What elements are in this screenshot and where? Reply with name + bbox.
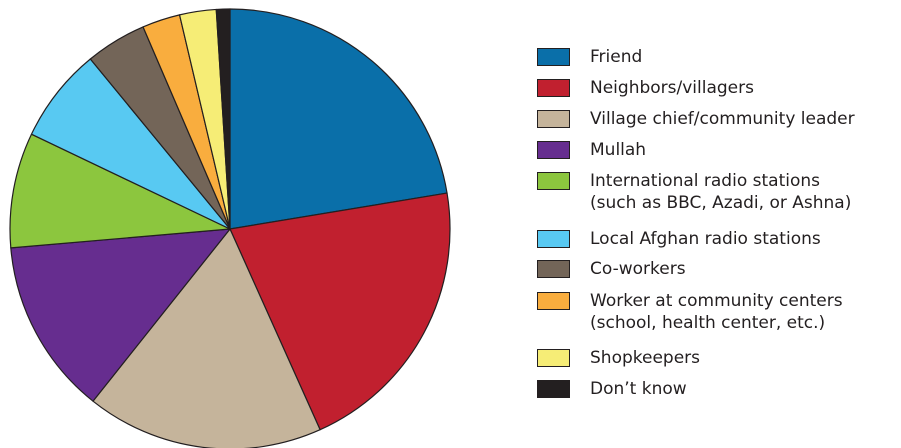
legend-swatch-neighbors-villagers xyxy=(537,79,570,97)
legend-label-international-radio: International radio stations (such as BB… xyxy=(590,171,852,213)
legend-swatch-village-chief xyxy=(537,110,570,128)
legend-label-dont-know: Don’t know xyxy=(590,379,687,399)
pie-slice-mullah xyxy=(10,228,231,402)
legend-label-shopkeepers: Shopkeepers xyxy=(590,348,701,368)
pie-slice-international-radio xyxy=(9,133,231,249)
legend-label-mullah: Mullah xyxy=(590,140,647,160)
pie-slice-neighbors-villagers xyxy=(229,192,451,431)
legend-label-village-chief: Village chief/community leader xyxy=(590,109,855,129)
legend-swatch-international-radio xyxy=(537,172,570,190)
legend-swatch-dont-know xyxy=(537,380,570,398)
legend-swatch-friend xyxy=(537,48,570,66)
legend-swatch-co-workers xyxy=(537,260,570,278)
legend-label-local-afghan-radio: Local Afghan radio stations xyxy=(590,229,821,249)
legend-label-co-workers: Co-workers xyxy=(590,259,686,279)
legend-label-community-center-worker: Worker at community centers (school, hea… xyxy=(590,291,843,333)
legend-swatch-shopkeepers xyxy=(537,349,570,367)
pie-slice-dont-know xyxy=(215,8,231,230)
legend-swatch-local-afghan-radio xyxy=(537,230,570,248)
legend-swatch-mullah xyxy=(537,141,570,159)
legend-swatch-community-center-worker xyxy=(537,292,570,310)
legend-label-neighbors-villagers: Neighbors/villagers xyxy=(590,78,754,98)
pie-slice-friend xyxy=(229,8,448,230)
pie-slice-village-chief xyxy=(92,228,321,448)
legend-label-friend: Friend xyxy=(590,47,643,67)
